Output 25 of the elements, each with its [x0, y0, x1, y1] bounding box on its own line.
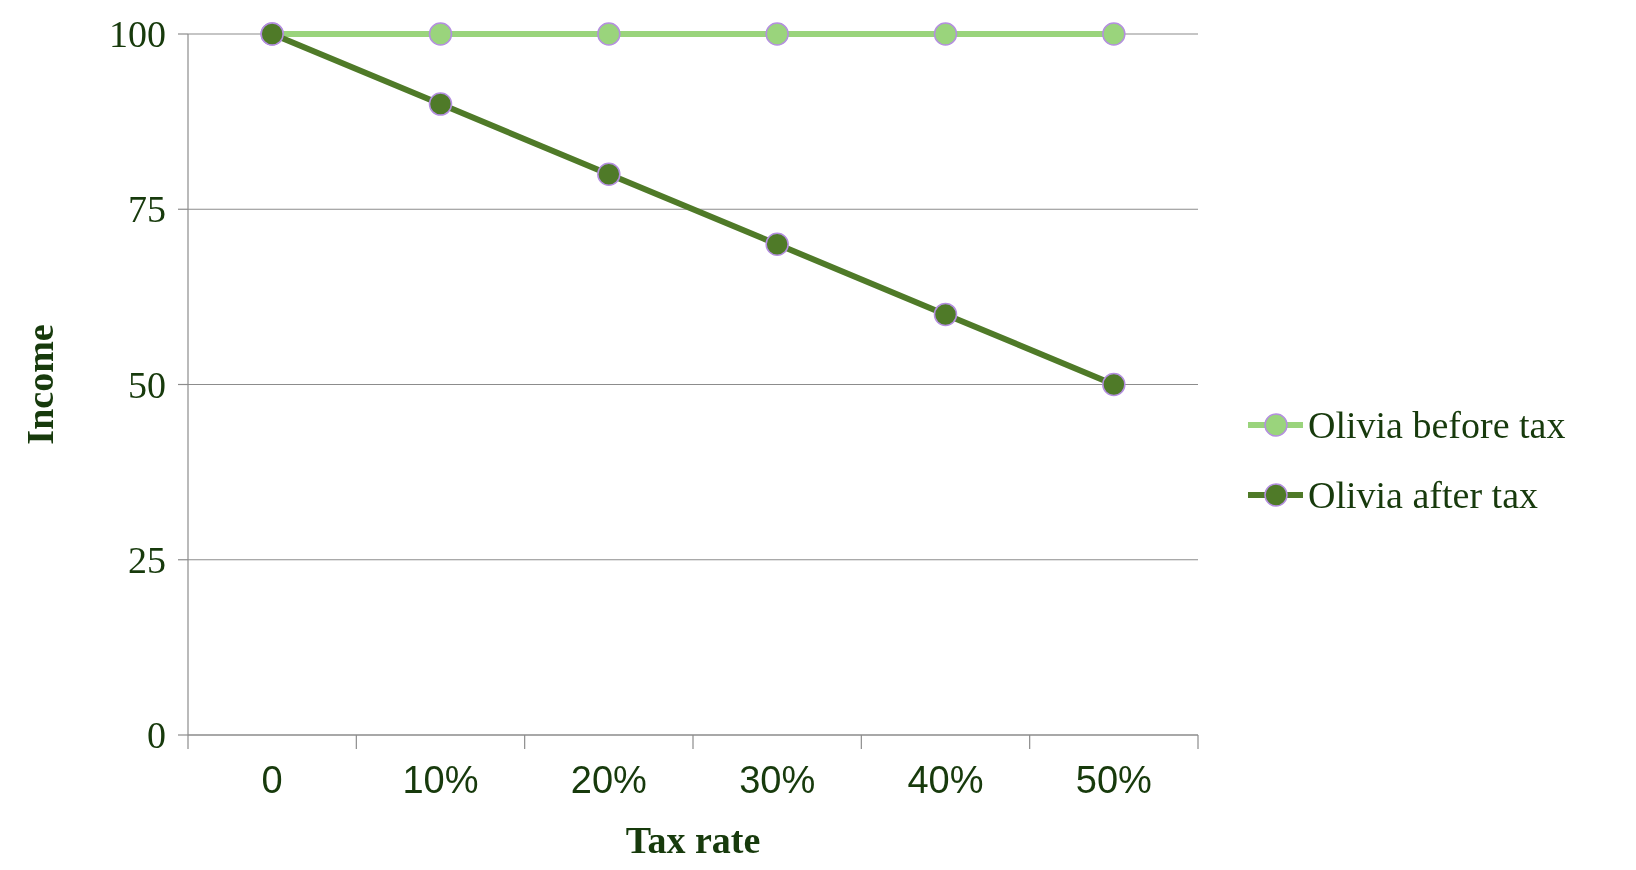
x-tick-label: 50%: [1075, 759, 1152, 801]
point: [597, 22, 621, 46]
x-tick-label: 10%: [402, 759, 479, 801]
x-tick-label: 0: [261, 759, 283, 801]
x-tick-label: 40%: [907, 759, 984, 801]
point: [933, 22, 958, 46]
x-axis-title: Tax rate: [625, 819, 761, 861]
point: [428, 92, 453, 116]
y-tick-label: 75: [128, 188, 166, 231]
point: [597, 162, 621, 186]
point: [1102, 22, 1126, 46]
y-axis-title: Income: [19, 324, 61, 445]
x-tick-label: 20%: [570, 759, 647, 801]
y-tick-label: 50: [128, 363, 166, 406]
y-tick-label: 25: [128, 538, 166, 581]
point: [933, 302, 958, 327]
point: [765, 232, 789, 257]
y-tick-label: 100: [109, 13, 166, 55]
legend-label: Olivia after tax: [1308, 474, 1539, 516]
legend-label: Olivia before tax: [1308, 404, 1566, 446]
point: [765, 22, 789, 46]
y-tick-label: 0: [147, 714, 166, 756]
x-tick-label: 30%: [739, 759, 816, 801]
point: [428, 22, 453, 46]
point: [1102, 372, 1126, 397]
